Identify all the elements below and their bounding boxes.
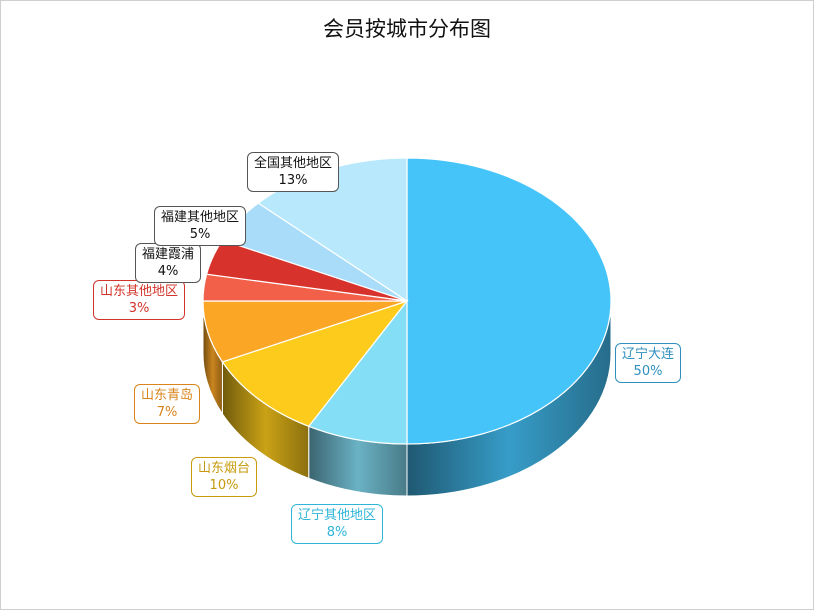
slice-label-7: 全国其他地区 13% — [247, 152, 340, 192]
slice-label-percent: 3% — [128, 301, 150, 316]
slice-label-name: 辽宁其他地区 — [298, 508, 377, 523]
slice-label-percent: 13% — [278, 173, 308, 188]
slice-label-percent: 8% — [326, 525, 348, 540]
slice-label-5: 福建霞浦 4% — [135, 243, 202, 283]
slice-label-percent: 7% — [156, 405, 178, 420]
slice-label-6: 福建其他地区 5% — [154, 206, 247, 246]
slice-label-name: 福建霞浦 — [142, 247, 195, 262]
slice-label-2: 山东烟台 10% — [191, 457, 258, 497]
pie-slice-2 — [221, 299, 409, 428]
slice-label-name: 山东其他地区 — [100, 284, 179, 299]
chart-title: 会员按城市分布图 — [323, 17, 491, 41]
slice-label-4: 山东其他地区 3% — [93, 280, 186, 320]
slice-label-name: 山东青岛 — [141, 388, 194, 403]
pie-slice-0 — [406, 157, 612, 445]
slice-label-1: 辽宁其他地区 8% — [291, 504, 384, 544]
slice-label-percent: 10% — [209, 478, 239, 493]
slice-label-name: 辽宁大连 — [622, 347, 675, 362]
slice-label-name: 全国其他地区 — [254, 156, 333, 171]
slice-label-percent: 4% — [157, 264, 179, 279]
slice-label-name: 山东烟台 — [198, 461, 251, 476]
slice-label-3: 山东青岛 7% — [134, 384, 201, 424]
slice-label-0: 辽宁大连 50% — [615, 343, 682, 383]
slice-label-name: 福建其他地区 — [161, 210, 240, 225]
slice-label-percent: 50% — [633, 364, 663, 379]
slice-label-percent: 5% — [189, 227, 211, 242]
pie-slice-1 — [307, 299, 408, 445]
